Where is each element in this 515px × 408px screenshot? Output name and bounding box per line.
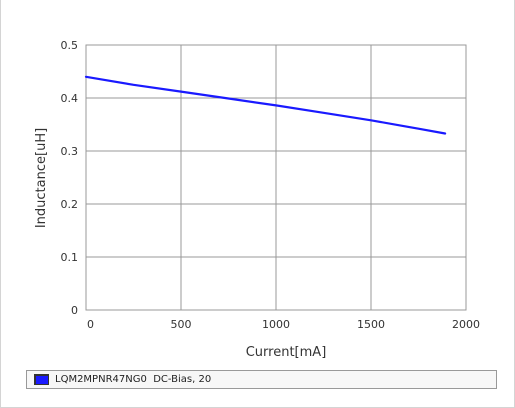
x-axis-label: Current[mA]	[246, 345, 327, 360]
x-tick-label: 2000	[452, 318, 480, 331]
y-tick-label: 0.4	[61, 92, 79, 105]
legend-label: LQM2MPNR47NG0 DC-Bias, 20	[55, 374, 212, 385]
line-chart: 0 0.1 0.2 0.3 0.4 0.5 0 500 1000 1500 2000 Curren…	[34, 39, 480, 360]
x-tick-label: 500	[171, 318, 192, 331]
x-axis-ticks: 0 500 1000 1500 2000	[87, 318, 480, 331]
y-axis-label: Inductance[uH]	[34, 128, 49, 228]
x-tick-label: 1000	[262, 318, 290, 331]
x-tick-label: 0	[87, 318, 94, 331]
y-tick-label: 0	[71, 304, 78, 317]
y-tick-label: 0.1	[61, 251, 79, 264]
y-tick-label: 0.2	[61, 198, 79, 211]
series-group	[84, 75, 447, 135]
series-line	[84, 75, 447, 135]
x-tick-label: 1500	[357, 318, 385, 331]
grid-lines	[86, 45, 466, 310]
y-tick-label: 0.3	[61, 145, 79, 158]
legend-swatch-icon	[34, 374, 49, 385]
y-axis-ticks: 0 0.1 0.2 0.3 0.4 0.5	[61, 39, 79, 317]
y-tick-label: 0.5	[61, 39, 79, 52]
legend: LQM2MPNR47NG0 DC-Bias, 20	[26, 370, 497, 389]
